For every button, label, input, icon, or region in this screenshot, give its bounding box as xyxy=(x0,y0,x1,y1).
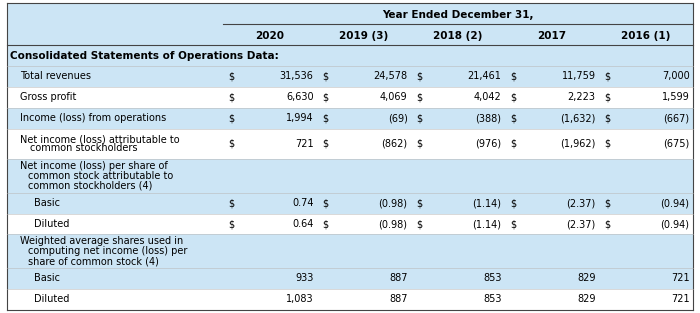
Text: $: $ xyxy=(416,92,423,102)
Text: $: $ xyxy=(323,113,329,123)
Text: 31,536: 31,536 xyxy=(280,71,314,81)
Text: $: $ xyxy=(323,92,329,102)
Text: $: $ xyxy=(416,71,423,81)
Text: Net income (loss) per share of: Net income (loss) per share of xyxy=(20,161,167,171)
Text: 2016 (1): 2016 (1) xyxy=(622,31,671,41)
Text: 1,599: 1,599 xyxy=(662,92,690,102)
Text: Basic: Basic xyxy=(34,198,60,208)
Text: 2020: 2020 xyxy=(256,31,285,41)
Text: (2.37): (2.37) xyxy=(566,219,596,229)
Text: 721: 721 xyxy=(671,295,690,305)
Text: (1,632): (1,632) xyxy=(560,113,596,123)
Text: 1,994: 1,994 xyxy=(286,113,314,123)
Text: (1,962): (1,962) xyxy=(560,139,596,149)
Text: 0.64: 0.64 xyxy=(292,219,314,229)
Bar xyxy=(7,289,693,310)
Text: $: $ xyxy=(605,113,610,123)
Text: (388): (388) xyxy=(475,113,501,123)
Text: $: $ xyxy=(416,139,423,149)
Text: 933: 933 xyxy=(295,274,314,284)
Text: 2019 (3): 2019 (3) xyxy=(340,31,389,41)
Text: 829: 829 xyxy=(577,295,596,305)
Text: (667): (667) xyxy=(664,113,690,123)
Text: 7,000: 7,000 xyxy=(662,71,690,81)
Text: Diluted: Diluted xyxy=(34,295,69,305)
Text: common stock attributable to: common stock attributable to xyxy=(28,171,174,181)
Text: $: $ xyxy=(510,71,517,81)
Text: 853: 853 xyxy=(483,274,501,284)
Text: Weighted average shares used in: Weighted average shares used in xyxy=(20,236,183,246)
Text: (1.14): (1.14) xyxy=(473,198,501,208)
Text: (0.94): (0.94) xyxy=(661,219,690,229)
Text: $: $ xyxy=(229,92,234,102)
Text: 6,630: 6,630 xyxy=(286,92,314,102)
Text: $: $ xyxy=(605,139,610,149)
Text: 2018 (2): 2018 (2) xyxy=(433,31,483,41)
Text: Consolidated Statements of Operations Data:: Consolidated Statements of Operations Da… xyxy=(10,50,279,60)
Text: $: $ xyxy=(510,113,517,123)
Text: 721: 721 xyxy=(295,139,314,149)
Text: (675): (675) xyxy=(664,139,690,149)
Text: common stockholders (4): common stockholders (4) xyxy=(28,181,153,191)
Text: share of common stock (4): share of common stock (4) xyxy=(28,256,159,266)
Text: (862): (862) xyxy=(382,139,407,149)
Text: 2017: 2017 xyxy=(538,31,566,41)
Text: (0.98): (0.98) xyxy=(379,219,407,229)
Text: 11,759: 11,759 xyxy=(561,71,596,81)
Text: 721: 721 xyxy=(671,274,690,284)
Text: Total revenues: Total revenues xyxy=(20,71,90,81)
Text: common stockholders: common stockholders xyxy=(30,143,138,153)
Bar xyxy=(7,213,693,234)
Text: 2,223: 2,223 xyxy=(568,92,596,102)
Text: (69): (69) xyxy=(388,113,407,123)
Bar xyxy=(7,87,693,108)
Text: Net income (loss) attributable to: Net income (loss) attributable to xyxy=(20,135,179,145)
Text: $: $ xyxy=(605,219,610,229)
Text: 21,461: 21,461 xyxy=(468,71,501,81)
Text: 0.74: 0.74 xyxy=(292,198,314,208)
Text: (976): (976) xyxy=(475,139,501,149)
Text: $: $ xyxy=(323,198,329,208)
Text: $: $ xyxy=(229,139,234,149)
Text: Gross profit: Gross profit xyxy=(20,92,76,102)
Text: Diluted: Diluted xyxy=(34,219,69,229)
Text: 887: 887 xyxy=(389,274,407,284)
Text: $: $ xyxy=(229,71,234,81)
Text: Income (loss) from operations: Income (loss) from operations xyxy=(20,113,166,123)
Text: 853: 853 xyxy=(483,295,501,305)
Text: $: $ xyxy=(229,113,234,123)
Text: $: $ xyxy=(605,92,610,102)
Text: 4,042: 4,042 xyxy=(474,92,501,102)
Text: $: $ xyxy=(323,219,329,229)
Text: 829: 829 xyxy=(577,274,596,284)
Text: 24,578: 24,578 xyxy=(373,71,407,81)
Text: $: $ xyxy=(510,139,517,149)
Text: $: $ xyxy=(416,219,423,229)
Text: Year Ended December 31,: Year Ended December 31, xyxy=(382,10,534,20)
Text: $: $ xyxy=(416,113,423,123)
Text: (1.14): (1.14) xyxy=(473,219,501,229)
Text: (0.98): (0.98) xyxy=(379,198,407,208)
Text: $: $ xyxy=(510,198,517,208)
Text: (2.37): (2.37) xyxy=(566,198,596,208)
Text: (0.94): (0.94) xyxy=(661,198,690,208)
Text: $: $ xyxy=(510,92,517,102)
Text: 4,069: 4,069 xyxy=(380,92,407,102)
Text: $: $ xyxy=(605,198,610,208)
Text: $: $ xyxy=(416,198,423,208)
Text: $: $ xyxy=(510,219,517,229)
Text: Basic: Basic xyxy=(34,274,60,284)
Text: 887: 887 xyxy=(389,295,407,305)
Text: $: $ xyxy=(229,219,234,229)
Text: 1,083: 1,083 xyxy=(286,295,314,305)
Bar xyxy=(7,129,693,159)
Text: computing net income (loss) per: computing net income (loss) per xyxy=(28,246,188,256)
Text: $: $ xyxy=(323,139,329,149)
Text: $: $ xyxy=(229,198,234,208)
Text: $: $ xyxy=(605,71,610,81)
Text: $: $ xyxy=(323,71,329,81)
